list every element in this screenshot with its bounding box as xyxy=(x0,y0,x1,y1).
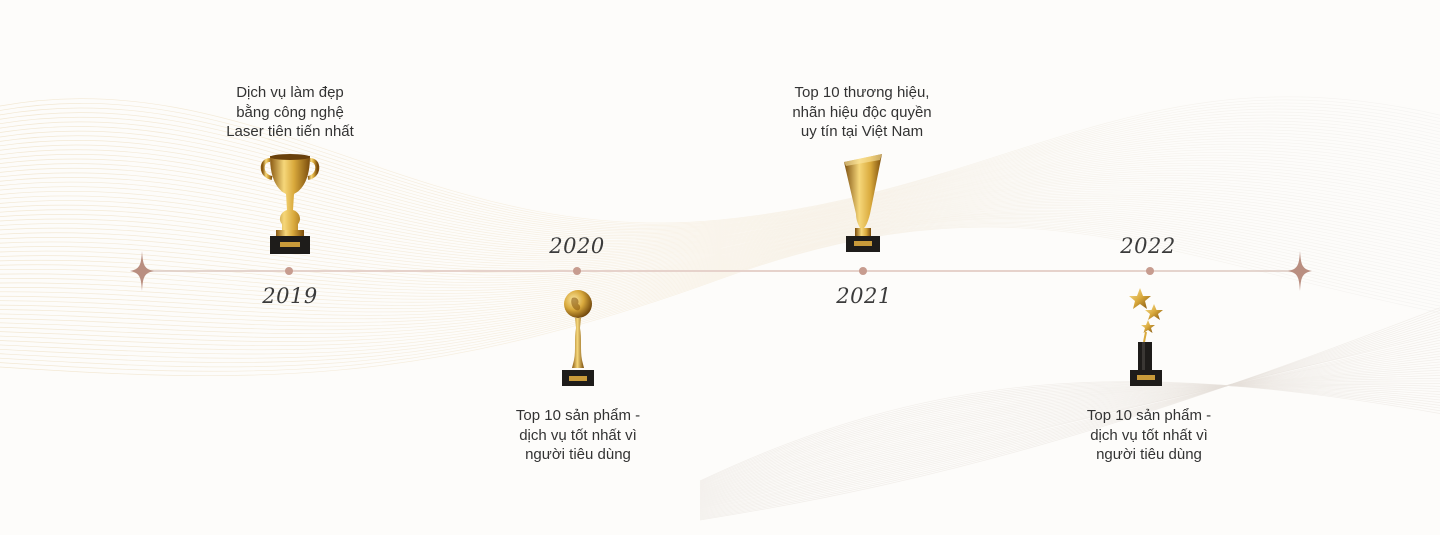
milestone-description: Top 10 sản phẩm - dịch vụ tốt nhất vì ngườ… xyxy=(515,407,641,463)
right-sparkle-icon xyxy=(1288,251,1312,291)
timeline-dot xyxy=(1146,267,1154,275)
milestone-year: 2021 xyxy=(836,284,892,308)
milestone-year: 2019 xyxy=(262,284,318,308)
cup-trophy-icon xyxy=(260,154,320,254)
left-sparkle-icon xyxy=(130,251,154,291)
globe-trophy-icon xyxy=(562,290,594,386)
milestone-year: 2020 xyxy=(549,234,605,258)
timeline-dot xyxy=(573,267,581,275)
cone-trophy-icon xyxy=(844,154,882,252)
timeline-dot xyxy=(859,267,867,275)
timeline-dot xyxy=(285,267,293,275)
milestone-description: Top 10 thương hiệu, nhãn hiệu độc quyền uy… xyxy=(792,84,932,140)
timeline-line xyxy=(142,270,1300,272)
milestone-description: Dịch vụ làm đẹp bằng công nghệ Laser tiên … xyxy=(226,84,354,140)
milestone-description: Top 10 sản phẩm - dịch vụ tốt nhất vì ngườ… xyxy=(1086,407,1212,463)
stars-trophy-icon xyxy=(1129,288,1163,386)
milestone-year: 2022 xyxy=(1120,234,1176,258)
